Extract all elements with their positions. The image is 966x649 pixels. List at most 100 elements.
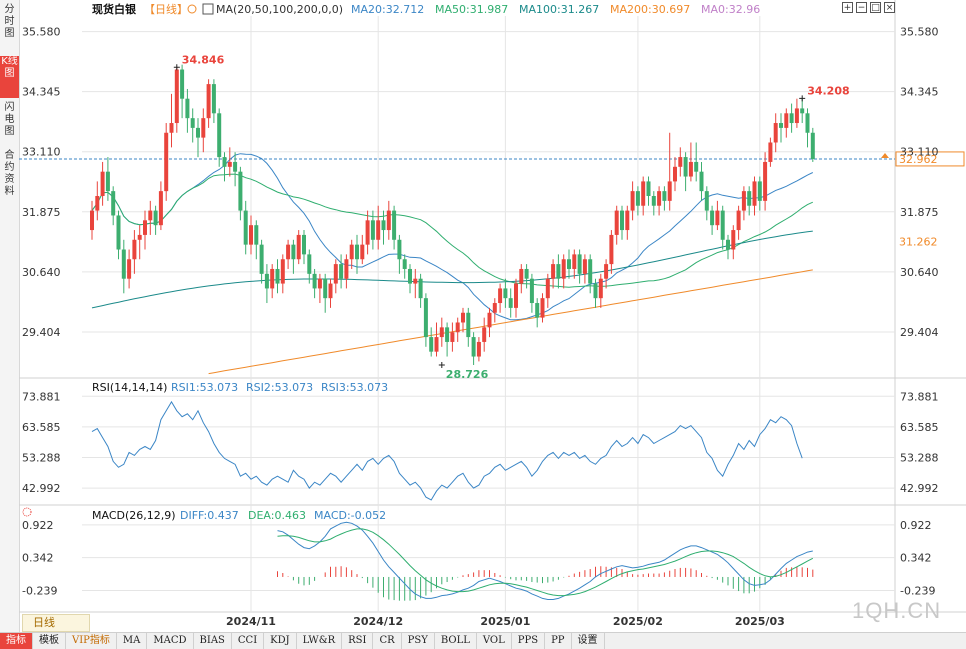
candle-body bbox=[567, 259, 571, 269]
candle-body bbox=[286, 244, 291, 260]
candle-body bbox=[317, 278, 322, 289]
candle-body bbox=[392, 210, 397, 240]
tab-rsi[interactable]: RSI bbox=[342, 633, 374, 649]
candle-body bbox=[386, 210, 391, 231]
candle-body bbox=[768, 142, 773, 162]
side-tab-timeshare[interactable]: 分时图 bbox=[0, 4, 19, 40]
candle-body bbox=[402, 259, 407, 269]
candle-body bbox=[312, 273, 317, 289]
tab-cci[interactable]: CCI bbox=[232, 633, 265, 649]
candle-body bbox=[704, 191, 709, 211]
candle-body bbox=[471, 337, 476, 357]
candle-body bbox=[169, 123, 174, 133]
candle-body bbox=[445, 327, 450, 342]
candle-body bbox=[408, 268, 412, 284]
minus-button[interactable]: − bbox=[856, 2, 867, 13]
candle-body bbox=[572, 254, 577, 269]
rsi3-value: RSI3:53.073 bbox=[321, 381, 388, 394]
tab-indicator[interactable]: 指标 bbox=[0, 633, 33, 649]
tab-kdj[interactable]: KDJ bbox=[264, 633, 297, 649]
period-label: 【日线】 bbox=[144, 2, 188, 16]
candle-body bbox=[657, 191, 662, 206]
macd-settings-icon bbox=[22, 507, 32, 517]
rsi2-value: RSI2:53.073 bbox=[246, 381, 313, 394]
price-tick-right: 29.404 bbox=[900, 326, 939, 339]
rsi-title: RSI(14,14,14) bbox=[92, 381, 167, 394]
tab-ma[interactable]: MA bbox=[117, 633, 148, 649]
macd-tick-right: -0.239 bbox=[900, 584, 935, 597]
diff-line bbox=[277, 521, 813, 600]
candle-body bbox=[588, 259, 593, 284]
side-tab-flash[interactable]: 闪电图 bbox=[0, 102, 19, 138]
tab-template[interactable]: 模板 bbox=[33, 633, 66, 649]
extreme-marker bbox=[799, 95, 806, 102]
candle-body bbox=[148, 210, 153, 221]
candle-body bbox=[360, 244, 365, 260]
candle-body bbox=[90, 210, 94, 231]
candle-body bbox=[529, 278, 534, 304]
candle-body bbox=[651, 196, 656, 206]
candle-body bbox=[95, 196, 100, 211]
instrument-title: 现货白银 bbox=[92, 2, 137, 16]
candle-body bbox=[291, 244, 296, 260]
time-tick: 2025/01 bbox=[480, 615, 530, 628]
chart-labels: 35.580 35.580 34.345 34.345 33.110 33.110 31.8… bbox=[22, 2, 939, 628]
side-tab-kline[interactable]: K线图 bbox=[0, 56, 19, 98]
macd-value: MACD:-0.052 bbox=[314, 509, 386, 522]
close-button[interactable]: × bbox=[884, 2, 895, 13]
period-button[interactable]: 日线 bbox=[22, 614, 90, 632]
candle-body bbox=[413, 278, 418, 284]
tab-macd[interactable]: MACD bbox=[147, 633, 194, 649]
tab-vol[interactable]: VOL bbox=[477, 633, 512, 649]
candle-body bbox=[397, 239, 402, 260]
candle-body bbox=[355, 244, 359, 260]
chart-canvas[interactable]: 35.580 35.580 34.345 34.345 33.110 33.110 31.8… bbox=[0, 0, 966, 632]
dea-line bbox=[277, 528, 814, 597]
add-button[interactable]: + bbox=[842, 2, 853, 13]
tab-lw-r[interactable]: LW&R bbox=[297, 633, 343, 649]
tab-settings[interactable]: 设置 bbox=[572, 633, 605, 649]
candle-body bbox=[127, 259, 132, 279]
tab-vip[interactable]: VIP指标 bbox=[66, 633, 117, 649]
candle-body bbox=[143, 220, 147, 235]
candle-body bbox=[365, 220, 370, 245]
side-tabs: 分时图 K线图 闪电图 合约资料 bbox=[0, 0, 20, 632]
candle-body bbox=[323, 278, 328, 299]
candle-body bbox=[105, 171, 110, 192]
tab-boll[interactable]: BOLL bbox=[435, 633, 477, 649]
dea-value: DEA:0.463 bbox=[248, 509, 306, 522]
price-tick-right: 31.875 bbox=[900, 206, 939, 219]
candle-body bbox=[307, 254, 312, 274]
candle-body bbox=[625, 210, 630, 231]
restore-button[interactable]: □ bbox=[870, 2, 881, 13]
price-tick-right: 35.580 bbox=[900, 26, 939, 39]
rsi-line bbox=[91, 400, 803, 501]
candle-body bbox=[641, 181, 646, 206]
candle-body bbox=[715, 210, 720, 226]
ma200-line bbox=[208, 269, 813, 375]
candle-body bbox=[667, 181, 672, 201]
rsi-tick-left: 63.585 bbox=[22, 421, 61, 434]
tab-pp[interactable]: PP bbox=[545, 633, 572, 649]
candle-body bbox=[180, 69, 185, 99]
tab-bias[interactable]: BIAS bbox=[194, 633, 232, 649]
candle-body bbox=[593, 283, 598, 299]
diff-value: DIFF:0.437 bbox=[180, 509, 239, 522]
ma50-value: MA50:31.987 bbox=[435, 3, 508, 16]
candle-body bbox=[185, 98, 190, 119]
tab-cr[interactable]: CR bbox=[373, 633, 402, 649]
rsi-tick-left: 53.288 bbox=[22, 452, 61, 465]
price-tick-right: 34.345 bbox=[900, 86, 939, 99]
candle-body bbox=[243, 210, 248, 245]
side-tab-contract[interactable]: 合约资料 bbox=[0, 150, 19, 198]
candle-body bbox=[328, 283, 333, 299]
tab-pps[interactable]: PPS bbox=[512, 633, 546, 649]
candle-body bbox=[137, 234, 142, 240]
macd-tick-left: 0.342 bbox=[22, 552, 54, 565]
macd-title: MACD(26,12,9) bbox=[92, 509, 176, 522]
tab-psy[interactable]: PSY bbox=[402, 633, 435, 649]
macd-tick-left: -0.239 bbox=[22, 584, 57, 597]
candle-body bbox=[773, 123, 778, 143]
candle-body bbox=[763, 161, 768, 201]
candle-body bbox=[545, 278, 550, 299]
